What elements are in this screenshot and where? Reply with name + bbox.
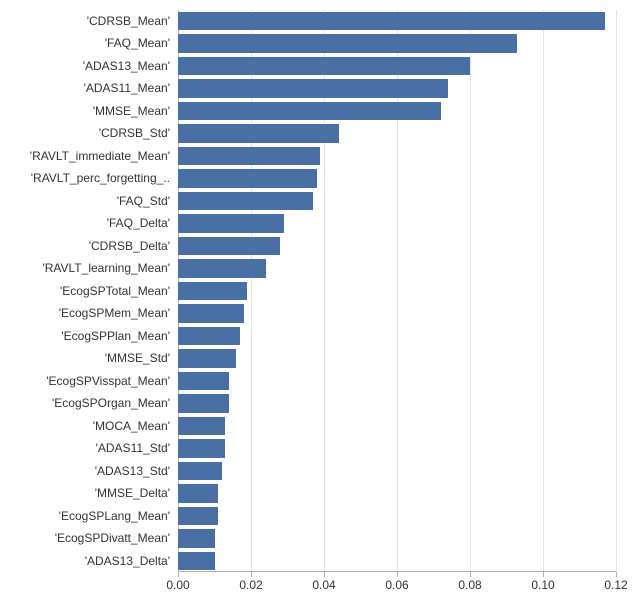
bar xyxy=(178,529,215,547)
plot-area xyxy=(178,10,616,572)
feature-importance-bar-chart: 0.00 0.02 0.04 0.06 0.08 0.10 0.12 'CDRSB_Mean'… xyxy=(0,0,634,600)
x-tick xyxy=(543,572,544,577)
bar-row xyxy=(178,10,616,32)
y-category-label: 'EcogSPVisspat_Mean' xyxy=(0,370,170,392)
y-category-label: 'CDRSB_Delta' xyxy=(0,235,170,257)
y-category-label: 'RAVLT_immediate_Mean' xyxy=(0,145,170,167)
x-tick xyxy=(324,572,325,577)
x-tick-label: 0.12 xyxy=(604,578,627,592)
x-tick-label: 0.00 xyxy=(166,578,189,592)
bar-row xyxy=(178,55,616,77)
x-gridline xyxy=(616,10,617,572)
x-tick-label: 0.04 xyxy=(312,578,335,592)
bar xyxy=(178,192,313,210)
y-category-label: 'MOCA_Mean' xyxy=(0,415,170,437)
y-category-label: 'EcogSPMem_Mean' xyxy=(0,302,170,324)
bar-row xyxy=(178,370,616,392)
bar xyxy=(178,304,244,322)
bar xyxy=(178,327,240,345)
bar xyxy=(178,394,229,412)
bar xyxy=(178,12,605,30)
bar-row xyxy=(178,415,616,437)
bar xyxy=(178,439,225,457)
y-category-label: 'EcogSPPlan_Mean' xyxy=(0,325,170,347)
y-category-label: 'MMSE_Mean' xyxy=(0,100,170,122)
bar xyxy=(178,349,236,367)
bar xyxy=(178,214,284,232)
x-tick-label: 0.08 xyxy=(458,578,481,592)
bar-row xyxy=(178,235,616,257)
x-tick xyxy=(251,572,252,577)
bar-row xyxy=(178,145,616,167)
y-category-label: 'RAVLT_perc_forgetting_.. xyxy=(0,167,170,189)
y-category-label: 'MMSE_Std' xyxy=(0,347,170,369)
bar xyxy=(178,124,339,142)
bar xyxy=(178,79,448,97)
y-category-label: 'EcogSPOrgan_Mean' xyxy=(0,392,170,414)
bar-row xyxy=(178,460,616,482)
y-category-label: 'ADAS13_Mean' xyxy=(0,55,170,77)
y-category-label: 'EcogSPLang_Mean' xyxy=(0,505,170,527)
bar xyxy=(178,282,247,300)
bar-row xyxy=(178,77,616,99)
bar-row xyxy=(178,347,616,369)
bar-row xyxy=(178,212,616,234)
bar xyxy=(178,147,320,165)
bar-row xyxy=(178,32,616,54)
bar xyxy=(178,484,218,502)
bar xyxy=(178,34,517,52)
y-category-label: 'EcogSPDivatt_Mean' xyxy=(0,527,170,549)
bar xyxy=(178,237,280,255)
bar xyxy=(178,102,441,120)
x-tick xyxy=(616,572,617,577)
bar-row xyxy=(178,280,616,302)
y-category-label: 'FAQ_Std' xyxy=(0,190,170,212)
bar-row xyxy=(178,100,616,122)
bar xyxy=(178,57,470,75)
bar xyxy=(178,462,222,480)
bar-row xyxy=(178,302,616,324)
y-category-label: 'ADAS11_Std' xyxy=(0,437,170,459)
y-category-label: 'ADAS13_Delta' xyxy=(0,550,170,572)
bar-row xyxy=(178,257,616,279)
y-category-label: 'CDRSB_Mean' xyxy=(0,10,170,32)
bar-row xyxy=(178,325,616,347)
y-category-label: 'RAVLT_learning_Mean' xyxy=(0,257,170,279)
y-category-label: 'ADAS13_Std' xyxy=(0,460,170,482)
bar-row xyxy=(178,550,616,572)
bar xyxy=(178,372,229,390)
bar xyxy=(178,259,266,277)
y-category-label: 'CDRSB_Std' xyxy=(0,122,170,144)
bar xyxy=(178,507,218,525)
x-tick xyxy=(397,572,398,577)
bar-row xyxy=(178,190,616,212)
bar-row xyxy=(178,167,616,189)
x-tick-label: 0.10 xyxy=(531,578,554,592)
x-tick xyxy=(178,572,179,577)
y-category-label: 'ADAS11_Mean' xyxy=(0,77,170,99)
bar-row xyxy=(178,482,616,504)
bar xyxy=(178,552,215,570)
bar xyxy=(178,417,225,435)
bar-row xyxy=(178,505,616,527)
x-tick-label: 0.06 xyxy=(385,578,408,592)
y-category-label: 'FAQ_Delta' xyxy=(0,212,170,234)
bar-row xyxy=(178,392,616,414)
bar-row xyxy=(178,437,616,459)
y-category-label: 'MMSE_Delta' xyxy=(0,482,170,504)
bar-row xyxy=(178,122,616,144)
bar-row xyxy=(178,527,616,549)
y-category-label: 'FAQ_Mean' xyxy=(0,32,170,54)
x-tick xyxy=(470,572,471,577)
y-category-label: 'EcogSPTotal_Mean' xyxy=(0,280,170,302)
bar xyxy=(178,169,317,187)
x-tick-label: 0.02 xyxy=(239,578,262,592)
